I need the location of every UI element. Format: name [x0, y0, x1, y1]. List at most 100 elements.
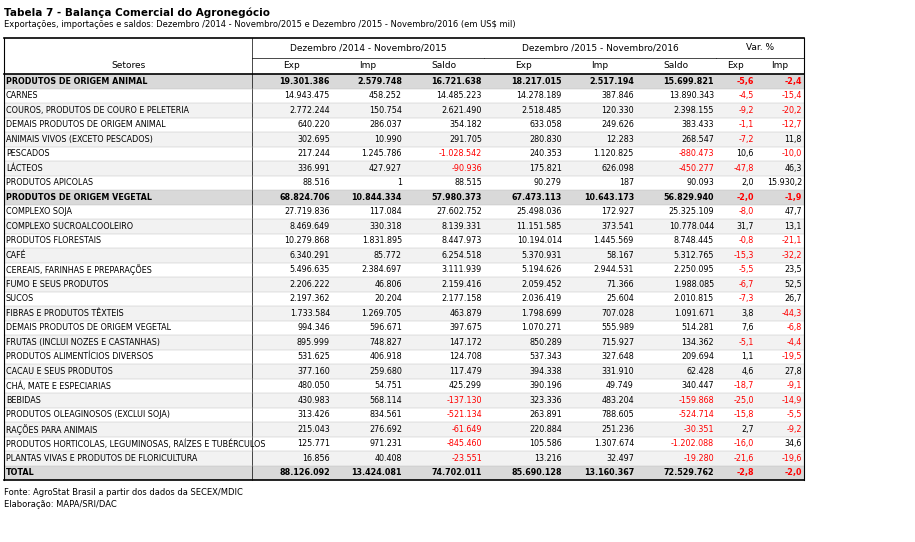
- Text: 3.111.939: 3.111.939: [442, 265, 482, 274]
- Text: -6,7: -6,7: [738, 280, 754, 289]
- Bar: [4, 146, 804, 161]
- Text: 251.236: 251.236: [601, 425, 634, 434]
- Text: 58.167: 58.167: [607, 251, 634, 260]
- Bar: [4, 378, 804, 393]
- Text: 2.177.158: 2.177.158: [442, 294, 482, 304]
- Text: PRODUTOS HORTICOLAS, LEGUMINOSAS, RAÍZES E TUBÉRCULOS: PRODUTOS HORTICOLAS, LEGUMINOSAS, RAÍZES…: [6, 439, 265, 448]
- Text: -2,0: -2,0: [737, 193, 754, 202]
- Text: Imp: Imp: [591, 61, 608, 70]
- Text: 54.751: 54.751: [374, 381, 402, 390]
- Bar: [4, 335, 804, 350]
- Text: 25.498.036: 25.498.036: [517, 207, 562, 216]
- Text: 134.362: 134.362: [682, 338, 714, 347]
- Text: 373.541: 373.541: [601, 222, 634, 231]
- Text: 340.447: 340.447: [682, 381, 714, 390]
- Text: -4,4: -4,4: [787, 338, 802, 347]
- Text: 40.408: 40.408: [374, 454, 402, 463]
- Text: 6.340.291: 6.340.291: [290, 251, 330, 260]
- Text: -15,8: -15,8: [734, 410, 754, 420]
- Text: 327.648: 327.648: [601, 352, 634, 362]
- Text: 259.680: 259.680: [369, 367, 402, 376]
- Text: 57.980.373: 57.980.373: [432, 193, 482, 202]
- Text: 2.944.531: 2.944.531: [594, 265, 634, 274]
- Text: 2,7: 2,7: [741, 425, 754, 434]
- Bar: [4, 262, 804, 277]
- Text: -1,9: -1,9: [785, 193, 802, 202]
- Text: 8.447.973: 8.447.973: [442, 236, 482, 245]
- Text: -2,8: -2,8: [737, 468, 754, 478]
- Text: 458.252: 458.252: [369, 91, 402, 100]
- Text: 10.194.014: 10.194.014: [517, 236, 562, 245]
- Text: 330.318: 330.318: [370, 222, 402, 231]
- Text: 8.469.649: 8.469.649: [290, 222, 330, 231]
- Text: 6.254.518: 6.254.518: [442, 251, 482, 260]
- Bar: [4, 118, 804, 132]
- Text: 175.821: 175.821: [529, 164, 562, 173]
- Text: -61.649: -61.649: [451, 425, 482, 434]
- Text: 215.043: 215.043: [297, 425, 330, 434]
- Text: -9,1: -9,1: [787, 381, 802, 390]
- Text: PRODUTOS OLEAGINOSOS (EXCLUI SOJA): PRODUTOS OLEAGINOSOS (EXCLUI SOJA): [6, 410, 170, 420]
- Bar: [4, 451, 804, 466]
- Text: 90.279: 90.279: [534, 178, 562, 187]
- Text: 834.561: 834.561: [370, 410, 402, 420]
- Bar: [4, 393, 804, 408]
- Text: -1.028.542: -1.028.542: [439, 149, 482, 158]
- Text: 124.708: 124.708: [449, 352, 482, 362]
- Bar: [4, 466, 804, 480]
- Text: 707.028: 707.028: [601, 309, 634, 318]
- Text: COMPLEXO SOJA: COMPLEXO SOJA: [6, 207, 72, 216]
- Text: -47,8: -47,8: [734, 164, 754, 173]
- Text: 2.059.452: 2.059.452: [522, 280, 562, 289]
- Text: 71.366: 71.366: [607, 280, 634, 289]
- Text: 302.695: 302.695: [297, 135, 330, 144]
- Text: 34,6: 34,6: [785, 439, 802, 448]
- Text: 2,0: 2,0: [741, 178, 754, 187]
- Text: Dezembro /2015 - Novembro/2016: Dezembro /2015 - Novembro/2016: [522, 43, 678, 53]
- Text: SUCOS: SUCOS: [6, 294, 34, 304]
- Text: PLANTAS VIVAS E PRODUTOS DE FLORICULTURA: PLANTAS VIVAS E PRODUTOS DE FLORICULTURA: [6, 454, 198, 463]
- Text: 537.343: 537.343: [529, 352, 562, 362]
- Text: PRODUTOS FLORESTAIS: PRODUTOS FLORESTAIS: [6, 236, 102, 245]
- Text: PESCADOS: PESCADOS: [6, 149, 49, 158]
- Text: 1,1: 1,1: [742, 352, 754, 362]
- Text: 2.579.748: 2.579.748: [357, 77, 402, 86]
- Text: 88.515: 88.515: [454, 178, 482, 187]
- Text: 52,5: 52,5: [784, 280, 802, 289]
- Text: 313.426: 313.426: [297, 410, 330, 420]
- Text: 850.289: 850.289: [529, 338, 562, 347]
- Text: Setores: Setores: [111, 61, 145, 70]
- Text: -450.277: -450.277: [678, 164, 714, 173]
- Text: 16.721.638: 16.721.638: [432, 77, 482, 86]
- Text: 1.091.671: 1.091.671: [673, 309, 714, 318]
- Text: PRODUTOS ALIMENTÍCIOS DIVERSOS: PRODUTOS ALIMENTÍCIOS DIVERSOS: [6, 352, 153, 362]
- Text: 1.307.674: 1.307.674: [594, 439, 634, 448]
- Text: 16.856: 16.856: [302, 454, 330, 463]
- Text: Dezembro /2014 - Novembro/2015: Dezembro /2014 - Novembro/2015: [290, 43, 447, 53]
- Text: COUROS, PRODUTOS DE COURO E PELETERIA: COUROS, PRODUTOS DE COURO E PELETERIA: [6, 106, 189, 115]
- Text: 12.283: 12.283: [607, 135, 634, 144]
- Text: 11.151.585: 11.151.585: [517, 222, 562, 231]
- Text: Exp: Exp: [284, 61, 300, 70]
- Text: 971.231: 971.231: [369, 439, 402, 448]
- Bar: [4, 74, 804, 88]
- Text: -19.280: -19.280: [684, 454, 714, 463]
- Text: FRUTAS (INCLUI NOZES E CASTANHAS): FRUTAS (INCLUI NOZES E CASTANHAS): [6, 338, 160, 347]
- Text: 25.604: 25.604: [607, 294, 634, 304]
- Text: 354.182: 354.182: [449, 120, 482, 129]
- Text: 336.991: 336.991: [297, 164, 330, 173]
- Text: 13.424.081: 13.424.081: [351, 468, 402, 478]
- Text: 2.206.222: 2.206.222: [289, 280, 330, 289]
- Text: Tabela 7 - Balança Comercial do Agronegócio: Tabela 7 - Balança Comercial do Agronegó…: [4, 8, 270, 18]
- Text: 291.705: 291.705: [449, 135, 482, 144]
- Text: 88.516: 88.516: [302, 178, 330, 187]
- Text: 105.586: 105.586: [529, 439, 562, 448]
- Bar: [4, 364, 804, 378]
- Text: 387.846: 387.846: [601, 91, 634, 100]
- Text: -524.714: -524.714: [678, 410, 714, 420]
- Text: -4,5: -4,5: [738, 91, 754, 100]
- Text: -21,1: -21,1: [781, 236, 802, 245]
- Text: 147.172: 147.172: [449, 338, 482, 347]
- Text: 209.694: 209.694: [681, 352, 714, 362]
- Text: 1: 1: [397, 178, 402, 187]
